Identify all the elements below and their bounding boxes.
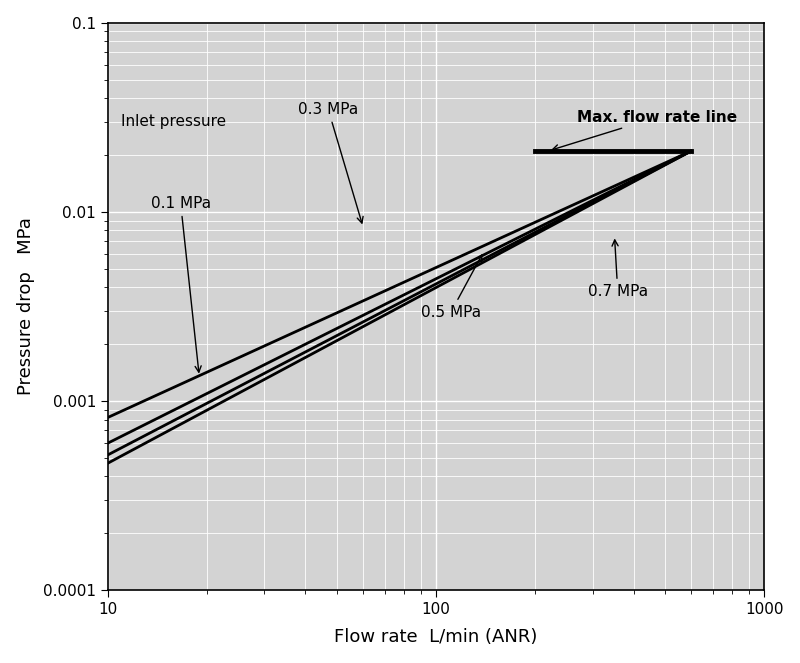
Text: 0.5 MPa: 0.5 MPa bbox=[421, 255, 482, 320]
Text: 0.3 MPa: 0.3 MPa bbox=[298, 102, 363, 223]
Text: 0.1 MPa: 0.1 MPa bbox=[150, 196, 210, 372]
Text: Inlet pressure: Inlet pressure bbox=[122, 114, 226, 129]
Y-axis label: Pressure drop   MPa: Pressure drop MPa bbox=[17, 217, 34, 395]
Text: Max. flow rate line: Max. flow rate line bbox=[553, 109, 738, 151]
Text: 0.7 MPa: 0.7 MPa bbox=[588, 240, 648, 299]
X-axis label: Flow rate  L/min (ANR): Flow rate L/min (ANR) bbox=[334, 629, 538, 646]
